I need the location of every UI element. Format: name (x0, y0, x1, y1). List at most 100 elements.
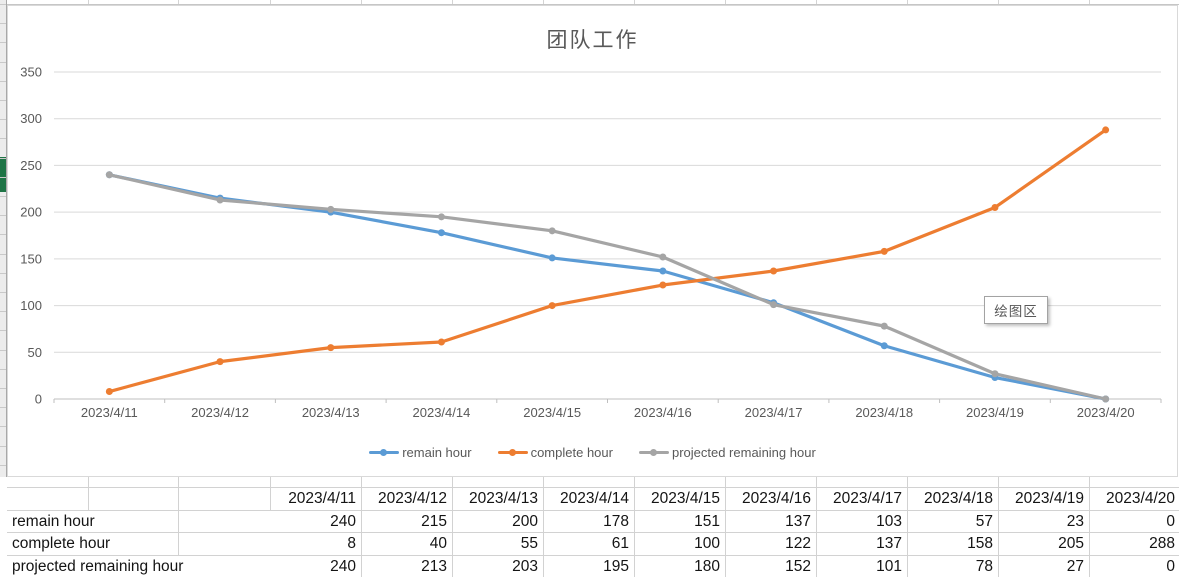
legend-item-complete-hour[interactable]: complete hour (497, 445, 613, 460)
svg-text:2023/4/17: 2023/4/17 (745, 405, 803, 420)
table-row-label[interactable]: projected remaining hour (12, 558, 184, 575)
table-gridline (452, 555, 453, 577)
table-row-label[interactable]: complete hour (12, 535, 111, 552)
legend-marker-icon (369, 446, 400, 458)
table-cell[interactable]: 137 (785, 513, 811, 530)
table-gridline (178, 477, 179, 487)
table-cell[interactable]: 152 (785, 558, 811, 575)
series-complete-hour[interactable] (105, 126, 1110, 396)
legend-item-remain-hour[interactable]: remain hour (369, 445, 472, 460)
table-cell[interactable]: 178 (603, 513, 629, 530)
table-header-cell[interactable]: 2023/4/15 (651, 490, 720, 507)
table-cell[interactable]: 203 (512, 558, 538, 575)
series-remain-hour[interactable] (105, 171, 1110, 403)
table-cell[interactable]: 61 (611, 535, 629, 552)
table-cell[interactable]: 101 (876, 558, 902, 575)
table-cell[interactable]: 240 (330, 558, 356, 575)
legend-label: projected remaining hour (671, 444, 816, 460)
spreadsheet-top-row (7, 0, 1179, 5)
svg-text:350: 350 (20, 65, 42, 80)
table-cell[interactable]: 180 (694, 558, 720, 575)
table-gridline (270, 477, 271, 487)
table-cell[interactable]: 158 (967, 535, 993, 552)
table-cell[interactable]: 151 (694, 513, 720, 530)
table-gridline (816, 555, 817, 577)
table-gridline (361, 487, 362, 510)
table-header-cell[interactable]: 2023/4/13 (469, 490, 538, 507)
table-gridline (361, 477, 362, 487)
table-gridline (178, 510, 179, 532)
table-gridline (998, 477, 999, 487)
legend-marker-icon (497, 446, 528, 458)
legend-item-projected-remaining-hour[interactable]: projected remaining hour (638, 444, 816, 460)
table-header-cell[interactable]: 2023/4/16 (742, 490, 811, 507)
table-cell[interactable]: 200 (512, 513, 538, 530)
table-gridline (452, 510, 453, 532)
table-cell[interactable]: 195 (603, 558, 629, 575)
table-cell[interactable]: 0 (1166, 513, 1175, 530)
chart-legend: remain hour complete hour projected remain… (8, 442, 1177, 462)
table-header-cell[interactable]: 2023/4/20 (1106, 490, 1175, 507)
svg-text:2023/4/19: 2023/4/19 (966, 405, 1024, 420)
table-gridline (1089, 477, 1090, 487)
table-gridline (998, 487, 999, 510)
table-gridline (816, 532, 817, 555)
table-header-cell[interactable]: 2023/4/18 (924, 490, 993, 507)
table-gridline (725, 510, 726, 532)
table-gridline (725, 487, 726, 510)
table-gridline (270, 487, 271, 510)
table-gridline (1089, 487, 1090, 510)
table-header-cell[interactable]: 2023/4/14 (560, 490, 629, 507)
table-header-cell[interactable]: 2023/4/11 (288, 490, 356, 507)
table-gridline (634, 487, 635, 510)
series-projected-remaining-hour[interactable] (105, 171, 1110, 403)
table-cell[interactable]: 23 (1066, 513, 1084, 530)
table-gridline (178, 532, 179, 555)
table-gridline (543, 487, 544, 510)
table-gridline (361, 555, 362, 577)
table-cell[interactable]: 27 (1066, 558, 1084, 575)
table-cell[interactable]: 205 (1058, 535, 1084, 552)
table-gridline (361, 510, 362, 532)
svg-text:2023/4/16: 2023/4/16 (634, 405, 692, 420)
table-gridline (1089, 555, 1090, 577)
table-gridline (7, 487, 1179, 488)
table-header-cell[interactable]: 2023/4/17 (833, 490, 902, 507)
svg-text:2023/4/12: 2023/4/12 (191, 405, 249, 420)
table-cell[interactable]: 8 (347, 535, 356, 552)
table-gridline (543, 510, 544, 532)
table-gridline (543, 532, 544, 555)
table-gridline (634, 510, 635, 532)
legend-marker-icon (638, 446, 669, 458)
table-cell[interactable]: 103 (876, 513, 902, 530)
table-cell[interactable]: 215 (421, 513, 447, 530)
table-gridline (452, 477, 453, 487)
table-cell[interactable]: 122 (785, 535, 811, 552)
row-selection-indicator (0, 157, 6, 192)
table-cell[interactable]: 137 (876, 535, 902, 552)
table-gridline (816, 477, 817, 487)
table-cell[interactable]: 100 (694, 535, 720, 552)
table-gridline (907, 555, 908, 577)
table-row-label[interactable]: remain hour (12, 513, 95, 530)
table-cell[interactable]: 78 (975, 558, 993, 575)
svg-text:200: 200 (20, 205, 42, 220)
table-cell[interactable]: 213 (421, 558, 447, 575)
table-cell[interactable]: 55 (520, 535, 538, 552)
table-header-cell[interactable]: 2023/4/12 (378, 490, 447, 507)
table-cell[interactable]: 240 (330, 513, 356, 530)
chart[interactable]: 0 50 100 150 200 250 300 350 2023/4/11 2023/4/12 2… (7, 5, 1178, 477)
svg-text:150: 150 (20, 251, 42, 266)
table-gridline (998, 510, 999, 532)
table-cell[interactable]: 288 (1149, 535, 1175, 552)
table-header-cell[interactable]: 2023/4/19 (1015, 490, 1084, 507)
table-cell[interactable]: 0 (1166, 558, 1175, 575)
chart-title[interactable]: 团队工作 (546, 29, 639, 52)
plot-area-tooltip: 绘图区 (984, 296, 1048, 324)
table-gridline (907, 510, 908, 532)
table-cell[interactable]: 57 (975, 513, 993, 530)
table-gridline (907, 532, 908, 555)
table-cell[interactable]: 40 (429, 535, 447, 552)
table-gridline (88, 477, 89, 487)
